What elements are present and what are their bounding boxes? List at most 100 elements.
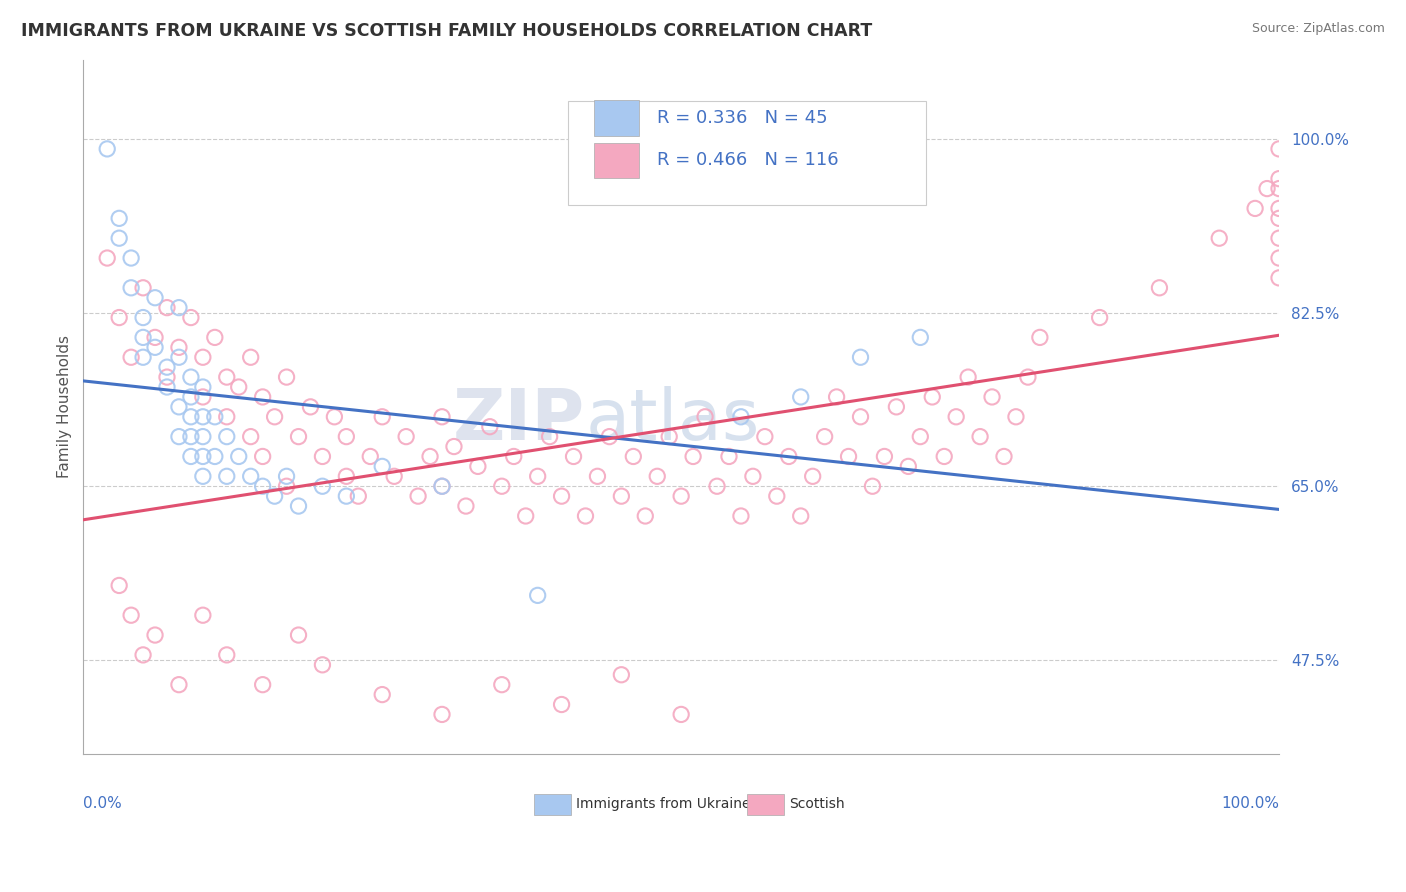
Point [825,390,848,404]
Point [335,489,357,503]
Point [108,310,131,325]
Point [132,351,155,365]
Point [550,489,572,503]
Point [886,400,908,414]
Point [934,450,956,464]
Point [1268,251,1291,265]
Point [790,390,813,404]
Point [754,429,776,443]
Point [143,340,166,354]
Point [263,409,285,424]
Point [215,409,238,424]
Point [430,479,453,493]
Point [765,489,787,503]
Point [1244,202,1267,216]
Point [957,370,980,384]
Point [143,330,166,344]
Point [849,351,872,365]
Point [215,469,238,483]
Text: R = 0.336   N = 45: R = 0.336 N = 45 [657,109,828,127]
Point [335,469,357,483]
Point [215,429,238,443]
Point [849,409,872,424]
Point [730,409,752,424]
Point [741,469,763,483]
Point [287,628,309,642]
Point [132,648,155,662]
Point [239,351,262,365]
Point [252,390,274,404]
Point [478,419,501,434]
Point [143,628,166,642]
FancyBboxPatch shape [534,794,571,815]
Point [323,409,346,424]
Point [693,409,716,424]
Text: atlas: atlas [585,386,759,455]
Point [191,608,214,623]
Point [263,489,285,503]
Point [359,450,381,464]
Point [204,409,226,424]
Text: Immigrants from Ukraine: Immigrants from Ukraine [576,797,751,811]
Point [299,400,322,414]
Point [191,351,214,365]
Point [252,678,274,692]
Point [371,688,394,702]
Text: Source: ZipAtlas.com: Source: ZipAtlas.com [1251,22,1385,36]
Point [371,459,394,474]
Point [669,707,692,722]
Point [1088,310,1111,325]
Point [430,707,453,722]
Point [120,251,142,265]
Text: Scottish: Scottish [789,797,845,811]
Point [180,310,202,325]
Point [526,469,548,483]
Point [167,301,190,315]
Point [897,459,920,474]
Point [814,429,837,443]
Point [645,469,668,483]
Point [96,251,118,265]
Point [167,340,190,354]
Text: R = 0.466   N = 116: R = 0.466 N = 116 [657,151,839,169]
Point [120,608,142,623]
Point [419,450,441,464]
Point [981,390,1004,404]
Point [191,450,214,464]
Point [180,390,202,404]
Point [945,409,967,424]
Point [515,508,537,523]
Point [538,429,561,443]
Point [120,281,142,295]
FancyBboxPatch shape [593,100,640,136]
Point [382,469,405,483]
Point [228,450,250,464]
Point [276,370,298,384]
FancyBboxPatch shape [568,102,927,205]
Point [215,648,238,662]
Point [167,400,190,414]
Point [191,380,214,394]
Point [1268,202,1291,216]
Point [406,489,429,503]
Point [96,142,118,156]
Point [1268,181,1291,195]
Point [430,479,453,493]
Point [180,370,202,384]
Point [156,360,179,375]
Point [180,409,202,424]
Point [550,698,572,712]
Point [204,450,226,464]
Point [790,508,813,523]
Text: IMMIGRANTS FROM UKRAINE VS SCOTTISH FAMILY HOUSEHOLDS CORRELATION CHART: IMMIGRANTS FROM UKRAINE VS SCOTTISH FAMI… [21,22,872,40]
Point [156,380,179,394]
Point [215,370,238,384]
Point [276,469,298,483]
Point [1256,181,1278,195]
Point [287,499,309,513]
Point [1149,281,1171,295]
Point [467,459,489,474]
Point [993,450,1015,464]
Point [167,351,190,365]
Point [1029,330,1052,344]
